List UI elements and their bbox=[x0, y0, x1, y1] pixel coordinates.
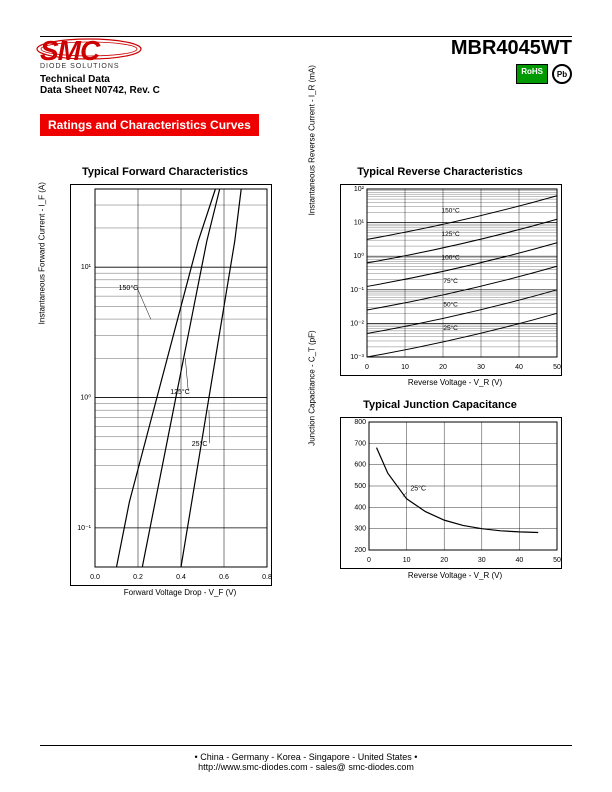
capacitance-ylabel: Junction Capacitance - C_T (pF) bbox=[308, 330, 317, 445]
svg-text:40: 40 bbox=[515, 364, 523, 371]
svg-text:10²: 10² bbox=[354, 186, 365, 193]
svg-text:150°C: 150°C bbox=[442, 207, 460, 215]
svg-text:10⁻²: 10⁻² bbox=[350, 320, 364, 327]
forward-xlabel: Forward Voltage Drop - V_F (V) bbox=[70, 588, 290, 597]
svg-text:10⁰: 10⁰ bbox=[353, 252, 364, 260]
svg-text:50: 50 bbox=[553, 364, 561, 371]
svg-text:10⁻¹: 10⁻¹ bbox=[77, 525, 91, 532]
svg-text:20: 20 bbox=[440, 557, 448, 564]
section-title: Ratings and Characteristics Curves bbox=[40, 114, 259, 136]
svg-text:20: 20 bbox=[439, 364, 447, 371]
capacitance-chart: 0 10 20 30 40 50 200 300 400 500 600 700 800 25°C bbox=[340, 417, 562, 569]
svg-text:10: 10 bbox=[403, 557, 411, 564]
svg-text:0.6: 0.6 bbox=[219, 574, 229, 581]
svg-text:600: 600 bbox=[354, 462, 366, 469]
svg-text:25°C: 25°C bbox=[443, 324, 458, 332]
svg-text:700: 700 bbox=[354, 440, 366, 447]
svg-text:10¹: 10¹ bbox=[354, 220, 365, 227]
svg-text:40: 40 bbox=[516, 557, 524, 564]
svg-text:150°C: 150°C bbox=[119, 284, 139, 292]
pb-free-badge: Pb bbox=[552, 64, 572, 84]
reverse-xlabel: Reverse Voltage - V_R (V) bbox=[340, 378, 570, 387]
svg-text:0.8: 0.8 bbox=[262, 574, 272, 581]
footer-contact: http://www.smc-diodes.com - sales@ smc-d… bbox=[0, 762, 612, 772]
svg-text:400: 400 bbox=[354, 504, 366, 511]
svg-text:10⁰: 10⁰ bbox=[80, 394, 91, 402]
svg-text:125°C: 125°C bbox=[442, 230, 460, 238]
svg-text:800: 800 bbox=[354, 419, 366, 426]
svg-text:50: 50 bbox=[553, 557, 561, 564]
svg-text:0: 0 bbox=[365, 364, 369, 371]
page-footer: • China - Germany - Korea - Singapore - … bbox=[0, 745, 612, 772]
company-logo: SMC bbox=[40, 37, 160, 65]
svg-text:25°C: 25°C bbox=[192, 440, 208, 448]
reverse-chart: 0 10 20 30 40 50 10⁻³ 10⁻² 10⁻¹ 10⁰ 10¹ 10² 25°C 50°C… bbox=[340, 184, 562, 376]
rohs-badge: RoHS bbox=[516, 64, 548, 84]
svg-text:300: 300 bbox=[354, 526, 366, 533]
reverse-ylabel: Instantaneous Reverse Current - I_R (mA) bbox=[308, 65, 317, 215]
datasheet-rev: Data Sheet N0742, Rev. C bbox=[40, 85, 160, 96]
svg-text:100°C: 100°C bbox=[442, 254, 460, 262]
svg-text:125°C: 125°C bbox=[170, 388, 190, 396]
svg-text:0.4: 0.4 bbox=[176, 574, 186, 581]
forward-ylabel: Instantaneous Forward Current - I_F (A) bbox=[38, 182, 47, 324]
capacitance-chart-title: Typical Junction Capacitance bbox=[310, 399, 570, 411]
svg-text:10⁻¹: 10⁻¹ bbox=[350, 287, 364, 294]
svg-text:0.0: 0.0 bbox=[90, 574, 100, 581]
svg-text:25°C: 25°C bbox=[410, 484, 426, 492]
reverse-chart-title: Typical Reverse Characteristics bbox=[310, 166, 570, 178]
svg-text:30: 30 bbox=[478, 557, 486, 564]
capacitance-xlabel: Reverse Voltage - V_R (V) bbox=[340, 571, 570, 580]
svg-text:200: 200 bbox=[354, 547, 366, 554]
part-number: MBR4045WT bbox=[451, 37, 572, 60]
svg-text:50°C: 50°C bbox=[443, 301, 458, 309]
technical-data-label: Technical Data bbox=[40, 74, 160, 85]
footer-countries: • China - Germany - Korea - Singapore - … bbox=[0, 752, 612, 762]
svg-text:30: 30 bbox=[477, 364, 485, 371]
svg-text:0.2: 0.2 bbox=[133, 574, 143, 581]
forward-chart-title: Typical Forward Characteristics bbox=[40, 166, 290, 178]
svg-text:10: 10 bbox=[401, 364, 409, 371]
svg-text:0: 0 bbox=[367, 557, 371, 564]
forward-chart: 0.0 0.2 0.4 0.6 0.8 10⁻¹ 10⁰ 10¹ 150°C 125°C 25°C bbox=[70, 184, 272, 586]
svg-text:500: 500 bbox=[354, 483, 366, 490]
svg-text:10¹: 10¹ bbox=[81, 264, 92, 271]
svg-text:75°C: 75°C bbox=[443, 277, 458, 285]
svg-text:10⁻³: 10⁻³ bbox=[350, 354, 364, 361]
